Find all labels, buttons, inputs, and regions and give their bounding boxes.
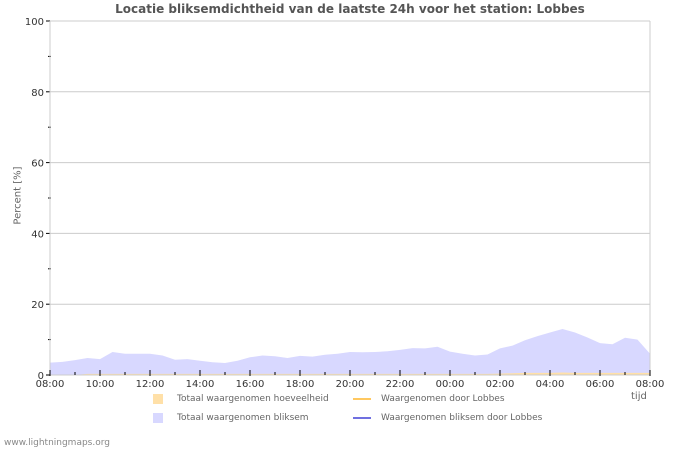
y-tick-label: 100 bbox=[25, 17, 44, 28]
y-tick-label: 20 bbox=[31, 300, 44, 311]
y-axis-label: Percent [%] bbox=[12, 166, 24, 225]
legend-label: Totaal waargenomen hoeveelheid bbox=[177, 394, 329, 404]
footer-link[interactable]: www.lightningmaps.org bbox=[4, 438, 110, 448]
x-tick-label: 02:00 bbox=[486, 379, 515, 390]
y-tick-label: 0 bbox=[38, 371, 44, 382]
x-tick-label: 16:00 bbox=[236, 379, 265, 390]
y-tick-label: 60 bbox=[31, 159, 44, 170]
chart-title: Locatie bliksemdichtheid van de laatste … bbox=[115, 2, 585, 16]
y-tick-label: 40 bbox=[31, 229, 44, 240]
legend-label: Waargenomen door Lobbes bbox=[381, 394, 505, 404]
legend-swatch bbox=[153, 394, 163, 404]
x-tick-label: 04:00 bbox=[536, 379, 565, 390]
x-tick-label: 14:00 bbox=[186, 379, 215, 390]
x-axis-label: tijd bbox=[631, 391, 647, 402]
y-tick-label: 80 bbox=[31, 88, 44, 99]
legend-line bbox=[353, 398, 371, 400]
x-tick-label: 18:00 bbox=[286, 379, 315, 390]
x-tick-label: 08:00 bbox=[36, 379, 65, 390]
legend-item-door-lobbes: Waargenomen door Lobbes bbox=[353, 394, 505, 404]
x-tick-label: 12:00 bbox=[136, 379, 165, 390]
legend-swatch bbox=[153, 413, 163, 423]
x-tick-label: 06:00 bbox=[586, 379, 615, 390]
legend-item-bliksem: Totaal waargenomen bliksem bbox=[153, 413, 309, 423]
x-tick-label: 00:00 bbox=[436, 379, 465, 390]
legend-line bbox=[353, 417, 371, 419]
legend-label: Totaal waargenomen bliksem bbox=[177, 413, 309, 423]
x-tick-label: 10:00 bbox=[86, 379, 115, 390]
x-tick-label: 22:00 bbox=[386, 379, 415, 390]
x-tick-label: 20:00 bbox=[336, 379, 365, 390]
legend-label: Waargenomen bliksem door Lobbes bbox=[381, 413, 543, 423]
legend-item-hoeveelheid: Totaal waargenomen hoeveelheid bbox=[153, 394, 329, 404]
area-totaal-waargenomen-bliksem bbox=[50, 329, 650, 375]
x-tick-label: 08:00 bbox=[636, 379, 665, 390]
legend-item-bliksem-door-lobbes: Waargenomen bliksem door Lobbes bbox=[353, 413, 542, 423]
